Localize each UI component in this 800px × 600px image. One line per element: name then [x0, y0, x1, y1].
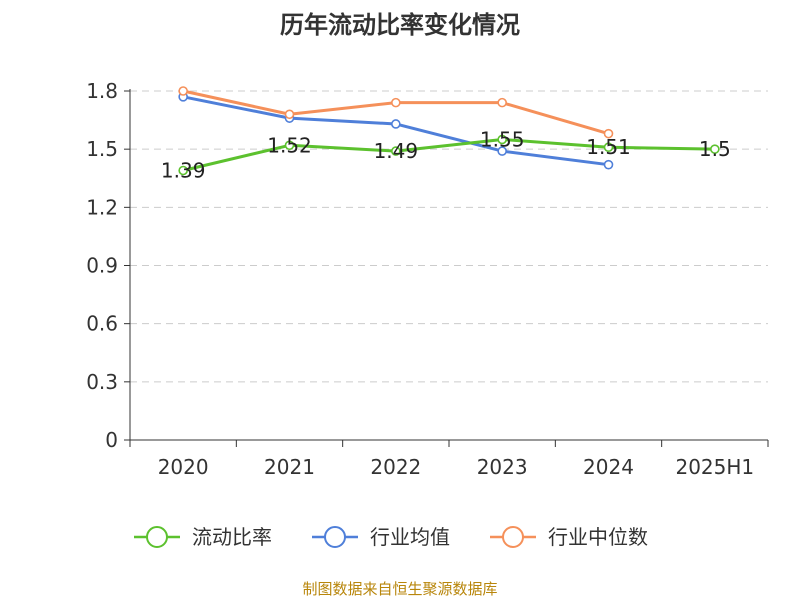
- legend-marker-icon: [146, 526, 168, 548]
- series-2: [178, 86, 614, 139]
- x-tick-label: 2022: [370, 455, 421, 479]
- data-label: 1.51: [586, 135, 631, 159]
- y-tick-label: 0.9: [86, 254, 118, 278]
- legend-label: 行业中位数: [548, 525, 648, 549]
- legend-label: 行业均值: [370, 525, 450, 549]
- data-point[interactable]: [391, 97, 401, 108]
- data-point[interactable]: [284, 109, 295, 120]
- data-label: 1.55: [480, 127, 525, 151]
- x-tick-label: 2023: [477, 455, 528, 479]
- x-tick-label: 2025H1: [675, 455, 754, 479]
- y-tick-label: 0: [105, 428, 118, 452]
- data-point[interactable]: [497, 134, 507, 145]
- data-point[interactable]: [497, 97, 507, 108]
- data-point[interactable]: [710, 144, 720, 154]
- y-tick-label: 1.5: [86, 137, 118, 161]
- y-tick-label: 0.3: [86, 370, 118, 394]
- y-tick-label: 1.2: [86, 195, 118, 219]
- data-labels: 1.39 1.52 1.49 1.55 1.51 1.5: [161, 127, 731, 182]
- source-note: 制图数据来自恒生聚源数据库: [302, 580, 497, 598]
- legend-label: 流动比率: [192, 525, 272, 549]
- series-0: [178, 134, 720, 176]
- data-point[interactable]: [391, 119, 401, 129]
- data-point[interactable]: [497, 146, 507, 156]
- data-label: 1.49: [374, 139, 419, 163]
- legend[interactable]: 流动比率 行业均值 行业中位数: [134, 525, 648, 549]
- x-tick-label: 2020: [158, 455, 209, 479]
- legend-item-1[interactable]: 行业均值: [312, 525, 450, 549]
- series-layer: [178, 86, 720, 176]
- y-tick-label: 0.6: [86, 312, 118, 336]
- data-point[interactable]: [603, 142, 614, 153]
- gridlines: [130, 90, 768, 383]
- axes: 0 0.3 0.6 0.9 1.2 1.5 1.8 2020 2021 2022 2023 2024 2…: [86, 79, 769, 479]
- data-label: 1.5: [699, 137, 731, 161]
- data-point[interactable]: [391, 146, 401, 156]
- legend-marker-icon: [324, 526, 346, 548]
- data-point[interactable]: [178, 86, 188, 96]
- data-label: 1.52: [267, 133, 312, 157]
- y-tick-label: 1.8: [86, 79, 118, 103]
- x-tick-label: 2021: [264, 455, 315, 479]
- series-line: [182, 137, 715, 172]
- data-point[interactable]: [603, 159, 614, 170]
- data-point[interactable]: [284, 140, 295, 151]
- legend-marker-icon: [502, 526, 524, 548]
- data-point[interactable]: [178, 165, 188, 176]
- data-label: 1.39: [161, 158, 206, 182]
- x-tick-label: 2024: [583, 455, 634, 479]
- legend-item-0[interactable]: 流动比率: [134, 525, 272, 549]
- chart-title: 历年流动比率变化情况: [280, 11, 520, 39]
- data-point[interactable]: [603, 128, 614, 139]
- legend-item-2[interactable]: 行业中位数: [490, 525, 648, 549]
